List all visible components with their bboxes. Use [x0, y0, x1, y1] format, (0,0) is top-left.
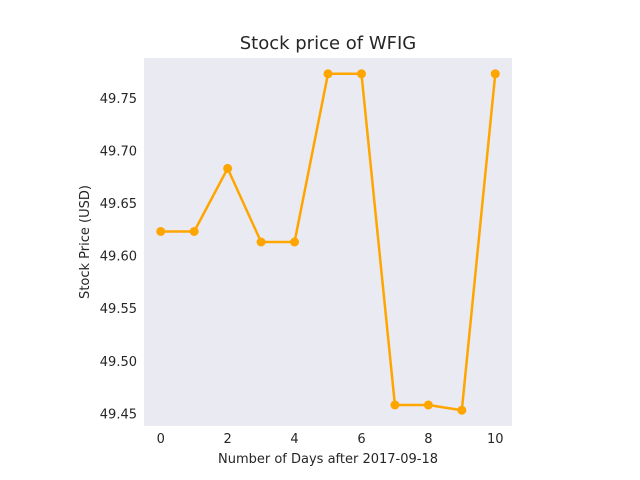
- data-point: [356, 69, 366, 79]
- x-tick-label: 10: [487, 432, 504, 447]
- x-axis-ticks: 0 2 4 6 8 10: [157, 432, 504, 447]
- y-tick-label: 49.65: [100, 197, 137, 212]
- data-point: [290, 237, 300, 247]
- y-tick-label: 49.60: [100, 250, 137, 265]
- x-tick-label: 2: [223, 432, 231, 447]
- y-axis-label: Stock Price (USD): [78, 185, 93, 299]
- x-axis-label: Number of Days after 2017-09-18: [218, 452, 438, 467]
- y-tick-label: 49.70: [100, 145, 137, 160]
- data-point: [156, 226, 166, 236]
- y-tick-label: 49.55: [100, 302, 137, 317]
- data-point: [423, 400, 433, 410]
- y-tick-label: 49.75: [100, 92, 137, 107]
- plot-area: [144, 58, 512, 426]
- x-tick-label: 0: [157, 432, 165, 447]
- data-point: [457, 405, 467, 415]
- data-point: [256, 237, 266, 247]
- series-group: [156, 69, 500, 415]
- data-point: [223, 163, 233, 173]
- chart-title: Stock price of WFIG: [240, 33, 417, 54]
- data-point: [323, 69, 333, 79]
- y-tick-label: 49.45: [100, 407, 137, 422]
- y-axis-ticks: 49.45 49.50 49.55 49.60 49.65 49.70 49.75: [100, 92, 137, 422]
- y-tick-label: 49.50: [100, 355, 137, 370]
- x-tick-label: 4: [290, 432, 298, 447]
- data-point: [490, 69, 500, 79]
- data-point: [189, 226, 199, 236]
- data-point: [390, 400, 400, 410]
- x-tick-label: 8: [424, 432, 432, 447]
- x-tick-label: 6: [357, 432, 365, 447]
